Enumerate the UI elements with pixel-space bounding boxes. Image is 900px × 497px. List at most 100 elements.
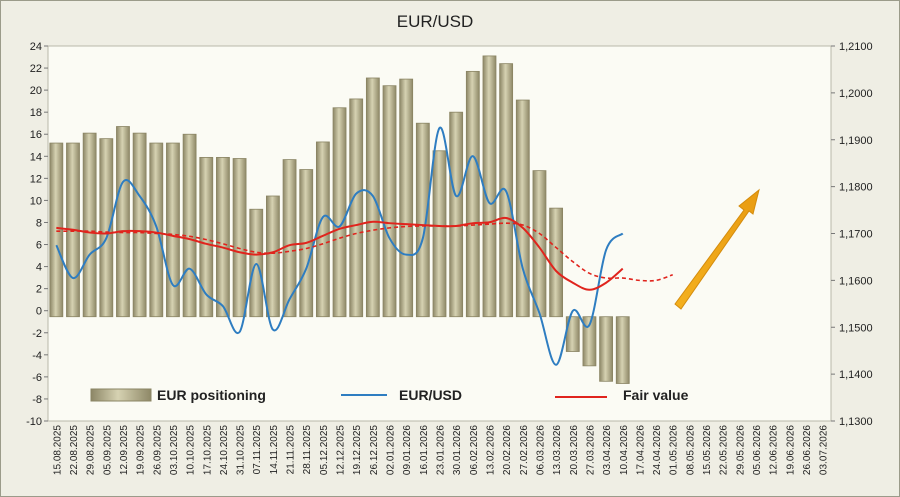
x-axis-tick-label: 10.04.2026	[619, 425, 630, 475]
x-axis-tick-label: 27.03.2026	[585, 425, 596, 475]
positioning-bar	[349, 98, 364, 318]
positioning-bar	[332, 107, 347, 318]
x-axis-tick-label: 05.09.2025	[102, 425, 113, 475]
x-axis-tick-label: 30.01.2026	[452, 425, 463, 475]
left-axis-tick-label: 8	[36, 217, 42, 229]
positioning-bar	[116, 126, 130, 318]
x-axis-tick-label: 19.12.2025	[352, 425, 363, 475]
positioning-bar	[532, 170, 547, 318]
x-axis-tick-label: 05.12.2025	[319, 425, 330, 475]
legend-label-fair-value: Fair value	[623, 387, 689, 403]
x-axis-tick-label: 20.03.2026	[569, 425, 580, 475]
x-axis-tick-label: 10.10.2025	[186, 425, 197, 475]
x-axis-tick-label: 24.04.2026	[652, 425, 663, 475]
left-axis-tick-label: 24	[30, 41, 42, 53]
x-axis-tick-label: 31.10.2025	[236, 425, 247, 475]
positioning-bar	[482, 55, 497, 318]
positioning-bar	[99, 138, 114, 318]
legend-swatch-positioning	[90, 388, 152, 402]
positioning-bar	[582, 316, 597, 367]
positioning-bar	[232, 158, 247, 318]
left-axis-tick-label: -4	[32, 350, 42, 362]
left-axis-tick-label: 18	[30, 107, 42, 119]
fair-value-line	[56, 216, 624, 291]
positioning-bar	[149, 142, 164, 318]
x-axis: 15.08.2025 22.08.2025 29.08.2025 05.09.2025…	[52, 425, 829, 475]
x-axis-tick-label: 17.10.2025	[202, 425, 213, 475]
left-axis-tick-label: 4	[36, 262, 42, 274]
left-axis-tick-label: 22	[30, 63, 42, 75]
x-axis-tick-label: 17.04.2026	[635, 425, 646, 475]
right-axis-tick-label: 1,1900	[839, 135, 873, 147]
left-axis-tick-label: -8	[32, 394, 42, 406]
x-axis-tick-label: 15.05.2026	[702, 425, 713, 475]
x-axis-tick-label: 24.10.2025	[219, 425, 230, 475]
x-axis-tick-label: 13.03.2026	[552, 425, 563, 475]
x-axis-tick-label: 13.02.2026	[485, 425, 496, 475]
left-axis-tick-label: 14	[30, 151, 42, 163]
bar-series	[49, 55, 630, 384]
positioning-bar	[599, 316, 613, 382]
positioning-bar	[216, 156, 230, 318]
positioning-bar	[549, 207, 564, 318]
right-axis-tick-label: 1,1800	[839, 182, 873, 194]
positioning-bar	[382, 85, 397, 318]
x-axis-tick-label: 12.06.2026	[769, 425, 780, 475]
legend-label-positioning: EUR positioning	[157, 387, 266, 403]
positioning-bar	[166, 142, 180, 318]
x-axis-tick-label: 03.07.2026	[819, 425, 830, 475]
positioning-bar	[82, 132, 97, 318]
right-axis-tick-label: 1,1300	[839, 416, 873, 428]
positioning-bar	[432, 150, 447, 318]
x-axis-tick-label: 12.09.2025	[119, 425, 130, 475]
x-axis-tick-label: 28.11.2025	[302, 425, 313, 475]
trend-arrow-icon	[674, 188, 760, 310]
positioning-bar	[399, 78, 414, 318]
x-axis-tick-label: 27.02.2026	[519, 425, 530, 475]
x-axis-tick-label: 06.02.2026	[469, 425, 480, 475]
right-axis-tick-label: 1,2100	[839, 41, 873, 53]
x-axis-tick-label: 26.09.2025	[152, 425, 163, 475]
positioning-bar	[182, 133, 197, 318]
positioning-bar	[615, 316, 630, 384]
right-axis: 1,1300 1,1400 1,1500 1,1600 1,1700 1,1800 1,19…	[831, 41, 873, 428]
x-axis-tick-label: 02.01.2026	[386, 425, 397, 475]
x-axis-tick-label: 15.08.2025	[52, 425, 63, 475]
x-axis-tick-label: 07.11.2025	[252, 425, 263, 475]
x-axis-tick-label: 01.05.2026	[669, 425, 680, 475]
x-axis-tick-label: 12.12.2025	[336, 425, 347, 475]
legend: EUR positioning EUR/USD Fair value	[90, 387, 689, 403]
right-axis-tick-label: 1,1400	[839, 369, 873, 381]
legend-label-eurusd: EUR/USD	[399, 387, 462, 403]
left-axis-tick-label: 16	[30, 129, 42, 141]
x-axis-tick-label: 21.11.2025	[286, 425, 297, 475]
x-axis-tick-label: 20.02.2026	[502, 425, 513, 475]
left-axis-tick-label: -6	[32, 372, 42, 384]
fair-value-forecast-line	[56, 222, 674, 282]
x-axis-tick-label: 09.01.2026	[402, 425, 413, 475]
right-axis-tick-label: 1,1600	[839, 275, 873, 287]
left-axis-tick-label: 2	[36, 284, 42, 296]
positioning-bar	[132, 132, 147, 318]
positioning-bar	[266, 195, 280, 318]
x-axis-tick-label: 08.05.2026	[685, 425, 696, 475]
chart-title: EUR/USD	[397, 12, 474, 31]
x-axis-tick-label: 14.11.2025	[269, 425, 280, 475]
x-axis-tick-label: 29.05.2026	[735, 425, 746, 475]
left-axis-tick-label: 12	[30, 173, 42, 185]
positioning-bar	[315, 141, 330, 318]
x-axis-tick-label: 03.04.2026	[602, 425, 613, 475]
left-axis-tick-label: -10	[26, 416, 42, 428]
x-axis-tick-label: 16.01.2026	[419, 425, 430, 475]
x-axis-tick-label: 26.12.2025	[369, 425, 380, 475]
positioning-bar	[415, 122, 430, 318]
positioning-bar	[449, 111, 464, 318]
positioning-bar	[465, 70, 480, 318]
x-axis-tick-label: 26.06.2026	[802, 425, 813, 475]
x-axis-tick-label: 03.10.2025	[169, 425, 180, 475]
positioning-bar	[515, 99, 530, 318]
x-axis-tick-label: 19.06.2026	[785, 425, 796, 475]
